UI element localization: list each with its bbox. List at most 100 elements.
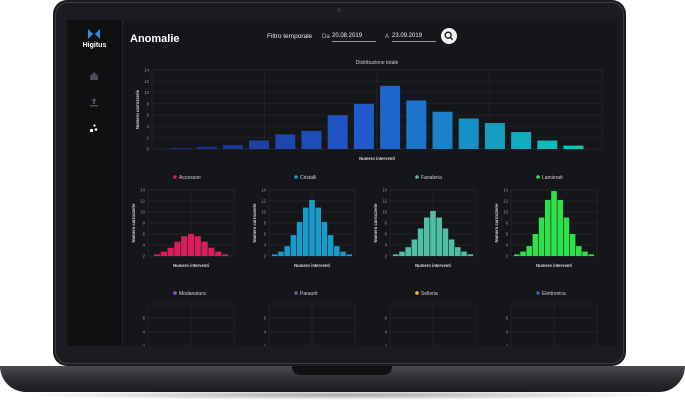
chart1-bar[interactable]: [201, 241, 208, 256]
chart4-bar[interactable]: [563, 217, 570, 257]
chart2-bar[interactable]: [309, 199, 315, 256]
chart8-legend[interactable]: Elettronica: [536, 291, 566, 297]
chart2-ytick-label: 4: [264, 243, 267, 248]
chart0-bar[interactable]: [563, 145, 584, 149]
chart2-bar[interactable]: [284, 246, 290, 256]
chart4-ytick-label: 4: [506, 243, 509, 248]
chart3-bar[interactable]: [393, 254, 399, 256]
chart2-legend[interactable]: Cristalli: [294, 175, 316, 181]
chart4-legend[interactable]: Lamierati: [536, 175, 563, 181]
chart2-bar[interactable]: [327, 235, 334, 256]
chart0-bar[interactable]: [406, 100, 427, 149]
chart7-ytick-label: 2: [385, 344, 388, 346]
chart6-legend-label: Paraurti: [300, 291, 318, 297]
chart0-bar[interactable]: [484, 123, 505, 149]
chart3-bar[interactable]: [424, 217, 430, 257]
chart3-ytick-label: 8: [385, 221, 388, 226]
chart3-xlabel: Numero interventi: [415, 263, 451, 268]
chart2-bar[interactable]: [346, 254, 352, 256]
chart3-bar[interactable]: [467, 254, 473, 256]
chart4-bar[interactable]: [551, 191, 557, 256]
chart2-bar[interactable]: [272, 254, 278, 256]
chart0-bar[interactable]: [275, 134, 296, 149]
chart2-bar[interactable]: [315, 207, 321, 256]
chart5-legend[interactable]: Modanatura: [173, 291, 206, 297]
chart0-bar[interactable]: [170, 147, 191, 149]
chart0-bar[interactable]: [301, 130, 322, 149]
chart3-bar[interactable]: [405, 247, 411, 256]
analytics-icon[interactable]: [88, 122, 100, 134]
chart1-bar[interactable]: [174, 241, 181, 256]
chart6-legend[interactable]: Paraurti: [294, 291, 318, 297]
chart1-ylabel: Numero carrozzerie: [131, 203, 136, 243]
chart4-legend-dot: [536, 175, 540, 179]
chart0-ytick-label: 2: [147, 135, 150, 140]
chart4-bar[interactable]: [557, 199, 563, 256]
chart2-bar[interactable]: [296, 221, 303, 256]
chart0-bar[interactable]: [353, 103, 374, 149]
chart1-bar[interactable]: [194, 236, 201, 256]
chart1-bar[interactable]: [167, 247, 174, 256]
chart1-bar[interactable]: [187, 234, 195, 256]
chart4-xlabel: Numero interventi: [536, 263, 572, 268]
chart2-bar[interactable]: [321, 221, 328, 256]
upload-icon[interactable]: [88, 96, 100, 108]
chart2-legend-label: Cristalli: [300, 175, 316, 181]
chart4-bar[interactable]: [538, 217, 545, 257]
from-date-input[interactable]: 20.08.2019: [332, 31, 376, 42]
chart2-bar[interactable]: [340, 251, 346, 256]
chart0-bar[interactable]: [380, 85, 401, 149]
chart0-bar[interactable]: [511, 132, 532, 149]
chart2-bar[interactable]: [303, 207, 309, 256]
search-button[interactable]: [441, 28, 457, 44]
chart1-bar[interactable]: [208, 247, 215, 256]
chart0-bar[interactable]: [458, 118, 479, 149]
chart4-bar[interactable]: [520, 251, 526, 256]
chart4-bar[interactable]: [588, 254, 594, 256]
chart0-ytick-label: 6: [147, 113, 150, 118]
chart4-bar[interactable]: [569, 234, 576, 256]
chart1-bar[interactable]: [215, 251, 222, 256]
chart1-bar[interactable]: [221, 254, 229, 256]
chart3-bar[interactable]: [430, 210, 436, 256]
chart3-bar[interactable]: [417, 228, 424, 257]
chart3-bar[interactable]: [436, 217, 442, 257]
chart0-bar[interactable]: [432, 111, 453, 149]
chart0-ytick-label: 4: [147, 124, 150, 129]
chart3-bar[interactable]: [411, 239, 418, 257]
chart7-legend-dot: [415, 291, 419, 295]
chart4-bar[interactable]: [582, 251, 588, 256]
chart2-bar[interactable]: [334, 246, 340, 256]
chart1-bar[interactable]: [153, 254, 161, 256]
chart3-bar[interactable]: [399, 251, 405, 256]
chart7-legend[interactable]: Selleria: [415, 291, 438, 297]
chart3-ytick-label: 6: [385, 232, 388, 237]
chart3-bar[interactable]: [448, 239, 455, 257]
chart6-ytick-label: 2: [264, 344, 267, 346]
chart3-bar[interactable]: [455, 247, 461, 256]
chart3-bar[interactable]: [442, 228, 449, 257]
chart0-bar[interactable]: [537, 140, 558, 149]
chart1-bar[interactable]: [160, 251, 167, 256]
chart2-bar[interactable]: [290, 235, 297, 256]
chart3-bar[interactable]: [461, 251, 467, 256]
chart4-bar[interactable]: [545, 199, 551, 256]
to-date-input[interactable]: 23.09.2019: [392, 31, 436, 42]
chart1-ytick-label: 6: [143, 232, 146, 237]
chart4-bar[interactable]: [514, 254, 520, 256]
home-icon[interactable]: [88, 70, 100, 82]
chart4-bar[interactable]: [532, 234, 539, 256]
chart4-bar[interactable]: [576, 246, 582, 256]
chart1-bar[interactable]: [181, 236, 188, 256]
chart0-bar[interactable]: [249, 140, 270, 149]
chart0-bar[interactable]: [196, 146, 217, 149]
chart4-bar[interactable]: [526, 246, 532, 256]
chart3-ytick-label: 12: [382, 199, 387, 204]
chart4-legend-label: Lamierati: [542, 175, 563, 181]
chart3-legend[interactable]: Fanaleria: [415, 175, 442, 181]
chart0-bar[interactable]: [222, 145, 243, 149]
chart2-bar[interactable]: [278, 251, 284, 256]
chart0-bar[interactable]: [327, 115, 348, 149]
chart1-legend[interactable]: Accessori: [173, 175, 201, 181]
chart0-xlabel: Numero interventi: [359, 156, 395, 161]
